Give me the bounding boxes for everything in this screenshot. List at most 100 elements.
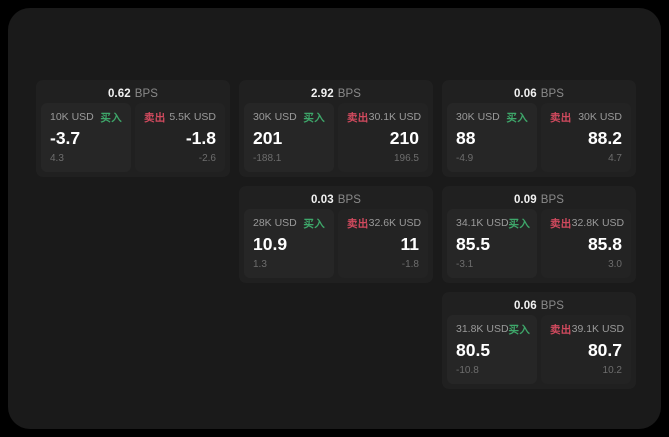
bps-unit-label: BPS — [134, 88, 159, 100]
sell-tag: 卖出 — [550, 111, 572, 124]
buy-cell-top: 28K USD 买入 — [253, 216, 325, 230]
sell-subvalue: 10.2 — [602, 365, 622, 376]
card-header: 0.06 BPS — [447, 297, 631, 315]
buy-size-label: 28K USD — [253, 217, 297, 229]
buy-tag: 买入 — [508, 323, 531, 336]
card-header: 0.09 BPS — [447, 191, 631, 209]
bps-unit-label: BPS — [540, 194, 565, 206]
sell-size-label: 5.5K USD — [169, 111, 216, 123]
sell-size-label: 39.1K USD — [571, 323, 625, 335]
sell-cell-top: 卖出 32.8K USD — [550, 216, 625, 230]
buy-tag: 买入 — [508, 217, 531, 230]
buy-price: -3.7 — [50, 128, 81, 148]
buy-size-label: 30K USD — [456, 111, 500, 123]
buy-price: 80.5 — [456, 340, 491, 360]
sell-size-label: 32.6K USD — [368, 217, 422, 229]
buy-tag: 买入 — [506, 111, 528, 124]
bps-unit-label: BPS — [337, 88, 362, 100]
buy-subvalue: -4.9 — [456, 153, 474, 164]
buy-tag: 买入 — [100, 111, 122, 124]
spread-card[interactable]: 0.09 BPS 34.1K USD 买入 85.5 -3.1 卖出 32.8K USD 85.… — [442, 186, 636, 283]
sell-tag: 卖出 — [347, 217, 369, 230]
sell-size-label: 30K USD — [578, 111, 622, 123]
buy-price: 10.9 — [253, 234, 288, 254]
sell-tag: 卖出 — [550, 217, 572, 230]
sell-subvalue: 3.0 — [608, 259, 622, 270]
bps-value: 0.06 — [513, 88, 537, 100]
buy-subvalue: -10.8 — [456, 365, 479, 376]
sell-price: 88.2 — [587, 128, 622, 148]
card-header: 0.03 BPS — [244, 191, 428, 209]
buy-size-label: 34.1K USD — [456, 217, 509, 229]
card-header: 2.92 BPS — [244, 85, 428, 103]
bps-value: 2.92 — [310, 88, 334, 100]
buy-price: 88 — [456, 128, 476, 148]
bps-unit-label: BPS — [540, 88, 565, 100]
card-body: 30K USD 买入 88 -4.9 卖出 30K USD 88.2 4.7 — [447, 103, 631, 172]
buy-cell-top: 31.8K USD 买入 — [456, 322, 531, 336]
sell-cell-top: 卖出 32.6K USD — [347, 216, 422, 230]
sell-cell[interactable]: 卖出 5.5K USD -1.8 -2.6 — [135, 103, 225, 172]
sell-size-label: 30.1K USD — [368, 111, 422, 123]
spread-card[interactable]: 0.03 BPS 28K USD 买入 10.9 1.3 卖出 32.6K USD 11 -1.8 — [239, 186, 433, 283]
card-body: 10K USD 买入 -3.7 4.3 卖出 5.5K USD -1.8 -2.6 — [41, 103, 225, 172]
buy-subvalue: 1.3 — [253, 259, 267, 270]
spread-card[interactable]: 2.92 BPS 30K USD 买入 201 -188.1 卖出 30.1K USD 210 1… — [239, 80, 433, 177]
spread-card[interactable]: 0.06 BPS 31.8K USD 买入 80.5 -10.8 卖出 39.1K USD 80… — [442, 292, 636, 389]
buy-size-label: 30K USD — [253, 111, 297, 123]
sell-tag: 卖出 — [144, 111, 166, 124]
sell-subvalue: -1.8 — [401, 259, 419, 270]
buy-subvalue: -3.1 — [456, 259, 474, 270]
sell-cell[interactable]: 卖出 32.6K USD 11 -1.8 — [338, 209, 428, 278]
buy-size-label: 31.8K USD — [456, 323, 509, 335]
buy-price: 85.5 — [456, 234, 491, 254]
card-body: 30K USD 买入 201 -188.1 卖出 30.1K USD 210 196.5 — [244, 103, 428, 172]
sell-price: 11 — [400, 234, 420, 254]
buy-size-label: 10K USD — [50, 111, 94, 123]
spread-card-board: 0.62 BPS 10K USD 买入 -3.7 4.3 卖出 5.5K USD -1.8 -2.… — [36, 80, 637, 389]
card-body: 34.1K USD 买入 85.5 -3.1 卖出 32.8K USD 85.8 3.0 — [447, 209, 631, 278]
buy-subvalue: -188.1 — [253, 153, 282, 164]
buy-cell[interactable]: 34.1K USD 买入 85.5 -3.1 — [447, 209, 537, 278]
card-body: 28K USD 买入 10.9 1.3 卖出 32.6K USD 11 -1.8 — [244, 209, 428, 278]
sell-cell[interactable]: 卖出 39.1K USD 80.7 10.2 — [541, 315, 631, 384]
buy-cell-top: 30K USD 买入 — [456, 110, 528, 124]
card-header: 0.62 BPS — [41, 85, 225, 103]
card-header: 0.06 BPS — [447, 85, 631, 103]
sell-subvalue: 4.7 — [608, 153, 622, 164]
card-column: 2.92 BPS 30K USD 买入 201 -188.1 卖出 30.1K USD 210 1… — [239, 80, 433, 283]
sell-tag: 卖出 — [550, 323, 572, 336]
spread-card[interactable]: 0.06 BPS 30K USD 买入 88 -4.9 卖出 30K USD 88.2 4.7 — [442, 80, 636, 177]
buy-cell[interactable]: 30K USD 买入 201 -188.1 — [244, 103, 334, 172]
buy-cell-top: 10K USD 买入 — [50, 110, 122, 124]
spread-card[interactable]: 0.62 BPS 10K USD 买入 -3.7 4.3 卖出 5.5K USD -1.8 -2.… — [36, 80, 230, 177]
buy-price: 201 — [253, 128, 283, 148]
sell-price: 80.7 — [587, 340, 622, 360]
sell-tag: 卖出 — [347, 111, 369, 124]
bps-unit-label: BPS — [540, 300, 565, 312]
buy-cell[interactable]: 10K USD 买入 -3.7 4.3 — [41, 103, 131, 172]
sell-price: -1.8 — [185, 128, 216, 148]
buy-cell-top: 34.1K USD 买入 — [456, 216, 531, 230]
card-column: 0.06 BPS 30K USD 买入 88 -4.9 卖出 30K USD 88.2 4.7 0.… — [442, 80, 636, 389]
sell-cell[interactable]: 卖出 30.1K USD 210 196.5 — [338, 103, 428, 172]
sell-cell[interactable]: 卖出 32.8K USD 85.8 3.0 — [541, 209, 631, 278]
buy-cell-top: 30K USD 买入 — [253, 110, 325, 124]
sell-price: 85.8 — [587, 234, 622, 254]
app-panel: 0.62 BPS 10K USD 买入 -3.7 4.3 卖出 5.5K USD -1.8 -2.… — [8, 8, 661, 429]
sell-cell-top: 卖出 30K USD — [550, 110, 622, 124]
buy-cell[interactable]: 30K USD 买入 88 -4.9 — [447, 103, 537, 172]
sell-price: 210 — [389, 128, 419, 148]
bps-unit-label: BPS — [337, 194, 362, 206]
buy-cell[interactable]: 31.8K USD 买入 80.5 -10.8 — [447, 315, 537, 384]
bps-value: 0.09 — [513, 194, 537, 206]
buy-cell[interactable]: 28K USD 买入 10.9 1.3 — [244, 209, 334, 278]
sell-cell[interactable]: 卖出 30K USD 88.2 4.7 — [541, 103, 631, 172]
buy-tag: 买入 — [303, 111, 325, 124]
bps-value: 0.03 — [310, 194, 334, 206]
sell-subvalue: -2.6 — [198, 153, 216, 164]
sell-size-label: 32.8K USD — [571, 217, 625, 229]
bps-value: 0.06 — [513, 300, 537, 312]
sell-cell-top: 卖出 30.1K USD — [347, 110, 422, 124]
buy-subvalue: 4.3 — [50, 153, 64, 164]
